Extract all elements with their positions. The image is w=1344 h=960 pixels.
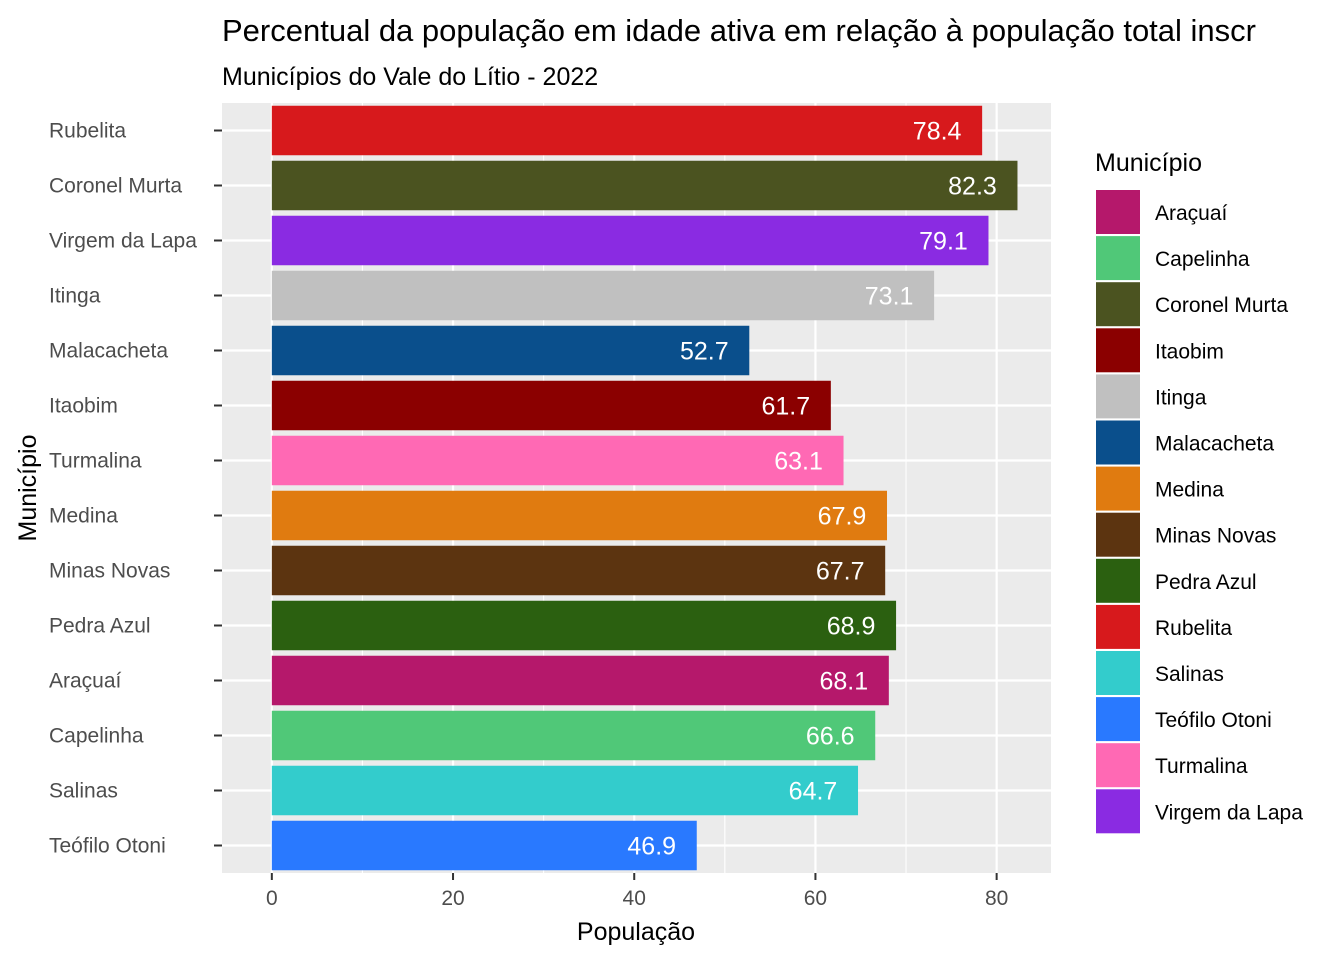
bar xyxy=(271,215,989,266)
bar-value-label: 52.7 xyxy=(680,338,729,366)
y-tick-label: Salinas xyxy=(49,780,118,803)
bar-value-label: 73.1 xyxy=(865,283,914,311)
bar-value-label: 61.7 xyxy=(762,393,811,421)
legend-label: Capelinha xyxy=(1155,248,1250,271)
legend: Município Araçuaí Capelinha Coronel Murta I… xyxy=(1095,149,1303,834)
legend-label: Araçuaí xyxy=(1155,202,1228,225)
bar-value-label: 63.1 xyxy=(774,448,823,476)
bar xyxy=(271,380,831,431)
bar xyxy=(271,490,888,541)
y-tick-label: Minas Novas xyxy=(49,560,170,583)
y-tick-label: Turmalina xyxy=(49,450,142,473)
y-tick-label: Rubelita xyxy=(49,120,126,143)
legend-swatch xyxy=(1096,466,1140,511)
legend-swatch xyxy=(1096,282,1140,327)
x-axis: 0 20 40 60 80 xyxy=(266,873,1008,910)
legend-label: Itaobim xyxy=(1155,340,1224,363)
legend-label: Coronel Murta xyxy=(1155,294,1288,317)
bar xyxy=(271,765,859,816)
legend-label: Turmalina xyxy=(1155,755,1248,778)
legend-title: Município xyxy=(1095,149,1202,177)
bar xyxy=(271,710,876,761)
bar xyxy=(271,545,886,596)
y-tick-label: Virgem da Lapa xyxy=(49,230,197,253)
y-tick-label: Itinga xyxy=(49,285,101,308)
bar xyxy=(271,160,1018,211)
bar-value-label: 79.1 xyxy=(919,228,968,256)
y-tick-label: Coronel Murta xyxy=(49,175,182,198)
legend-swatch xyxy=(1096,743,1140,788)
bar xyxy=(271,820,697,871)
chart-subtitle: Municípios do Vale do Lítio - 2022 xyxy=(222,63,598,91)
y-tick-label: Medina xyxy=(49,505,118,528)
bar xyxy=(271,325,750,376)
bar-labels: 78.4 82.3 79.173.1 52.7 61.7 63.1 67.9 67.7 68.9… xyxy=(627,118,996,861)
bar xyxy=(271,600,897,651)
y-tick-label: Malacacheta xyxy=(49,340,168,363)
legend-swatch xyxy=(1096,789,1140,834)
bar-value-label: 68.9 xyxy=(827,613,876,641)
legend-label: Itinga xyxy=(1155,386,1207,409)
x-tick-label: 60 xyxy=(804,887,827,910)
legend-swatch xyxy=(1096,512,1140,557)
y-tick-label: Pedra Azul xyxy=(49,615,151,638)
y-tick-label: Itaobim xyxy=(49,395,118,418)
x-axis-title: População xyxy=(577,918,695,946)
x-tick-label: 20 xyxy=(441,887,464,910)
legend-swatch xyxy=(1096,651,1140,695)
bar-value-label: 68.1 xyxy=(819,668,868,696)
bar-value-label: 46.9 xyxy=(627,833,676,861)
bar-value-label: 66.6 xyxy=(806,723,855,751)
bar xyxy=(271,270,935,321)
legend-label: Malacacheta xyxy=(1155,433,1274,456)
legend-label: Minas Novas xyxy=(1155,525,1276,548)
bar-value-label: 78.4 xyxy=(913,118,962,146)
bar-value-label: 82.3 xyxy=(948,173,997,201)
y-tick-label: Capelinha xyxy=(49,725,144,748)
y-tick-label: Araçuaí xyxy=(49,670,122,693)
legend-label: Rubelita xyxy=(1155,617,1232,640)
legend-swatch xyxy=(1096,604,1140,649)
legend-swatch xyxy=(1096,420,1140,465)
bar-value-label: 67.9 xyxy=(818,503,867,531)
bar xyxy=(271,435,844,486)
bar-value-label: 67.7 xyxy=(816,558,865,586)
legend-swatch xyxy=(1096,558,1140,603)
legend-label: Salinas xyxy=(1155,663,1224,686)
legend-swatch xyxy=(1096,328,1140,373)
legend-swatch xyxy=(1096,374,1140,419)
y-tick-label: Teófilo Otoni xyxy=(49,835,166,858)
x-tick-label: 80 xyxy=(985,887,1008,910)
legend-label: Virgem da Lapa xyxy=(1155,801,1303,824)
bar xyxy=(271,105,983,156)
legend-label: Pedra Azul xyxy=(1155,571,1257,594)
legend-label: Teófilo Otoni xyxy=(1155,709,1272,732)
y-axis-title: Município xyxy=(14,435,42,542)
x-tick-label: 0 xyxy=(266,887,278,910)
bar-value-label: 64.7 xyxy=(789,778,838,806)
legend-swatch xyxy=(1096,190,1140,234)
legend-swatch xyxy=(1096,236,1140,281)
chart-title: Percentual da população em idade ativa e… xyxy=(222,13,1256,48)
bar xyxy=(271,655,889,706)
bars xyxy=(271,105,1018,871)
legend-swatch xyxy=(1096,697,1140,742)
x-tick-label: 40 xyxy=(623,887,646,910)
y-axis: Rubelita Coronel Murta Virgem da Lapa Iting… xyxy=(49,120,222,858)
legend-label: Medina xyxy=(1155,479,1224,502)
